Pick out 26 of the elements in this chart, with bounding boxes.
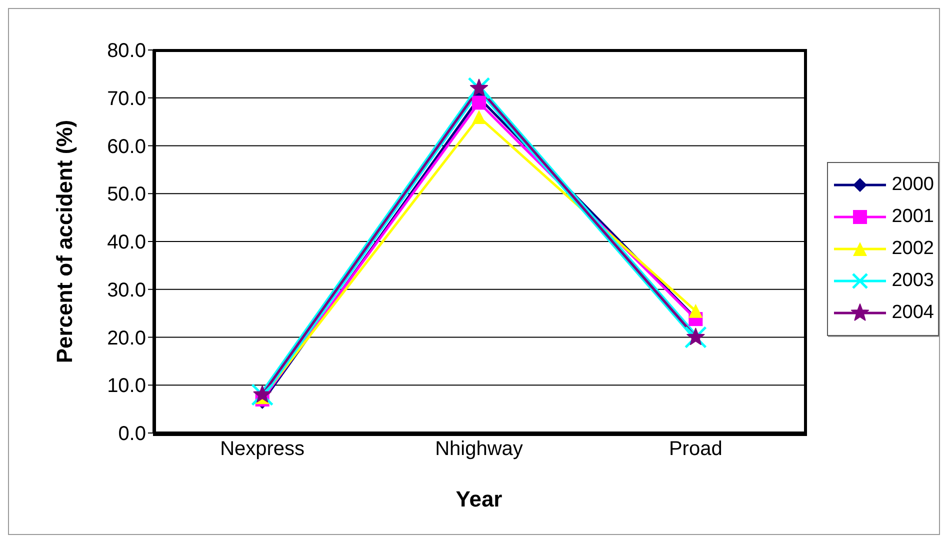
legend-label: 2001 [892, 206, 934, 228]
x-tick-label: Nexpress [220, 438, 305, 460]
x-tick-label: Proad [668, 438, 722, 460]
x-tick-label: Nhighway [435, 438, 523, 460]
x-axis-title: Year [456, 486, 503, 512]
point [472, 110, 486, 124]
point [251, 383, 274, 406]
point [468, 77, 490, 100]
y-tick-label: 40.0 [107, 232, 146, 254]
y-tick-label: 20.0 [107, 327, 146, 350]
y-tick-label: 80.0 [107, 40, 146, 62]
y-axis-title: Percent of accident (%) [52, 120, 77, 364]
y-tick-label: 10.0 [107, 375, 146, 398]
point [472, 96, 486, 110]
y-tick-label: 0.0 [118, 423, 146, 446]
point [688, 304, 703, 318]
y-tick-label: 70.0 [107, 88, 146, 110]
y-tick-label: 60.0 [107, 136, 146, 158]
y-tick-label: 30.0 [107, 279, 146, 302]
y-tick-label: 50.0 [107, 184, 146, 206]
legend-label: 2000 [892, 174, 934, 196]
point [253, 385, 272, 402]
point [470, 78, 488, 96]
legend-label: 2004 [892, 302, 934, 324]
legend-label: 2003 [892, 270, 934, 292]
legend-label: 2002 [892, 238, 934, 260]
